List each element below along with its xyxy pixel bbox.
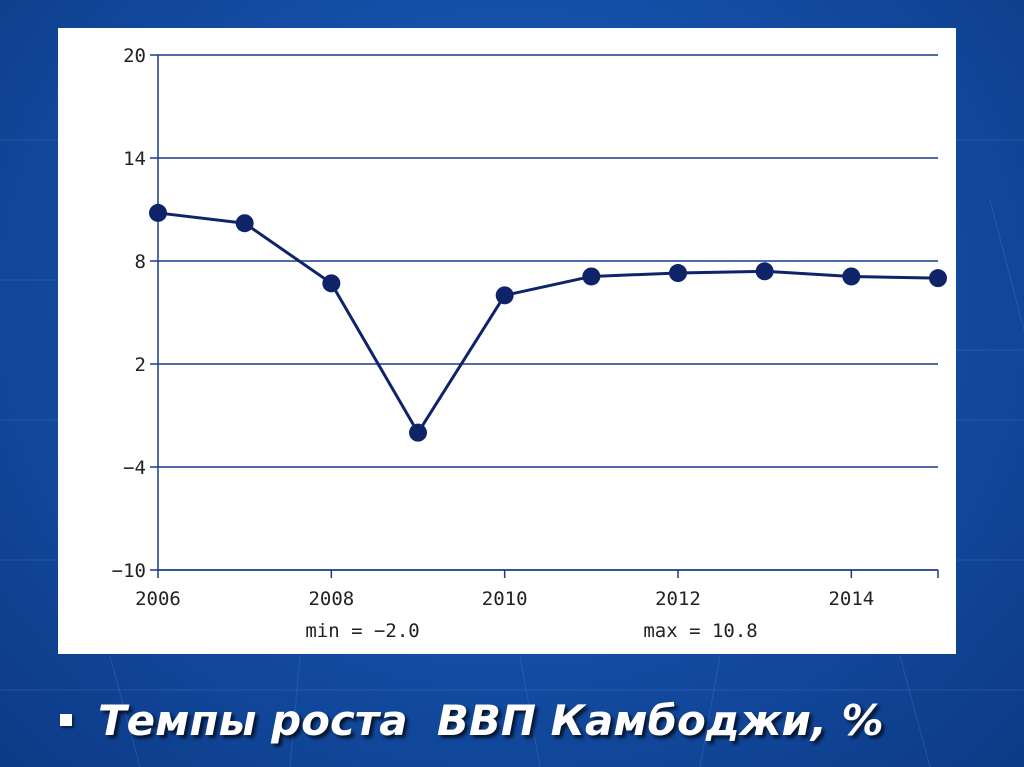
y-tick-label: 20 — [123, 45, 146, 67]
data-point — [495, 286, 514, 305]
chart-panel: 20 14 8 2 −4 −10 2006 2008 2010 2012 2014 min = −2.… — [58, 28, 956, 654]
max-annotation: max = 10.8 — [643, 620, 757, 642]
data-point — [929, 269, 947, 288]
series-line — [157, 211, 939, 435]
y-tick-label: 2 — [135, 354, 146, 376]
y-tick-label: −10 — [112, 560, 146, 582]
data-point — [755, 262, 774, 281]
x-tick-label: 2008 — [308, 588, 354, 610]
x-tick-label: 2006 — [135, 588, 181, 610]
data-point — [149, 203, 167, 222]
y-tick-label: 8 — [135, 251, 146, 273]
slide-caption: Темпы роста ВВП Камбоджи, % — [60, 688, 1000, 752]
data-point — [582, 267, 601, 286]
bullet-square-icon — [60, 714, 72, 726]
x-tick-label: 2010 — [482, 588, 528, 610]
x-tick-label: 2014 — [828, 588, 874, 610]
y-tick-label: 14 — [123, 148, 146, 170]
x-tick-label: 2012 — [655, 588, 701, 610]
data-point — [842, 267, 861, 286]
data-point — [409, 423, 427, 442]
data-point — [669, 264, 687, 283]
y-tick-label: −4 — [123, 457, 146, 479]
min-annotation: min = −2.0 — [305, 620, 419, 642]
data-point — [235, 214, 254, 233]
data-point — [322, 274, 341, 293]
caption-text: Темпы роста ВВП Камбоджи, % — [98, 695, 884, 745]
